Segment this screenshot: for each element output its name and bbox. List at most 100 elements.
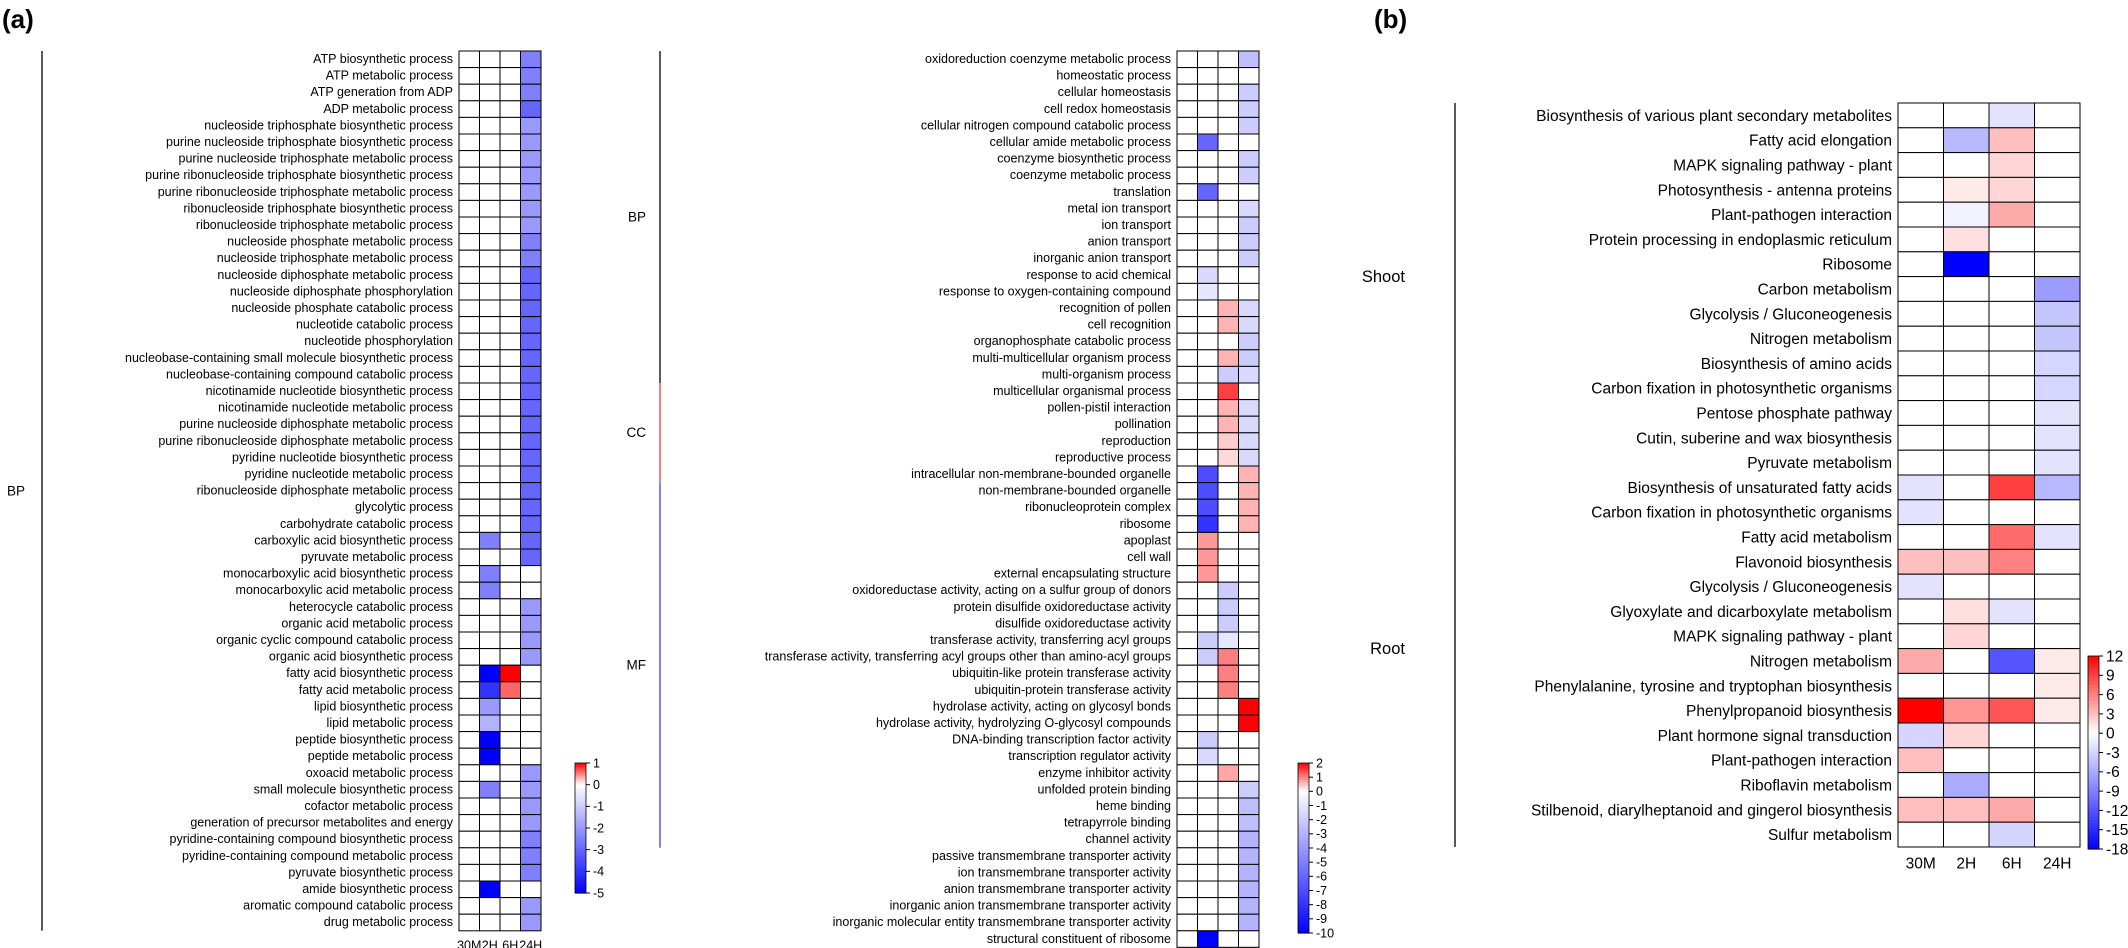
row-label: transcription regulator activity — [1008, 749, 1171, 763]
heatmap-cell — [1197, 913, 1219, 932]
heatmap-cell — [1943, 697, 1990, 724]
heatmap-cell — [479, 648, 501, 666]
colorbar-segment — [2088, 697, 2099, 702]
colorbar-segment — [1298, 899, 1309, 903]
heatmap-cell — [479, 83, 501, 102]
row-label: Biosynthesis of amino acids — [1701, 356, 1893, 373]
colorbar-tick-label: -6 — [1316, 870, 1327, 884]
heatmap-cell — [479, 664, 501, 683]
colorbar-tick-label: -7 — [1316, 884, 1327, 898]
heatmap-cell — [1176, 233, 1198, 251]
colorbar-segment — [2088, 717, 2099, 721]
colorbar-segment — [2088, 771, 2099, 776]
heatmap-cell — [520, 747, 542, 766]
heatmap-cell — [479, 465, 501, 484]
colorbar-segment — [575, 823, 586, 827]
row-label: passive transmembrane transporter activi… — [932, 849, 1172, 863]
heatmap-cell — [1217, 747, 1239, 766]
heatmap-cell — [1943, 648, 1990, 674]
heatmap-cell — [458, 731, 480, 749]
heatmap-cell — [1238, 332, 1260, 351]
heatmap-cell — [1943, 102, 1990, 129]
heatmap-cell — [2034, 722, 2081, 749]
colorbar-tick-label: -2 — [1316, 813, 1327, 827]
heatmap-cell — [1176, 880, 1198, 899]
heatmap-cell — [1238, 731, 1260, 749]
heatmap-cell — [479, 166, 501, 185]
heatmap-cell — [2034, 300, 2081, 327]
colorbar-segment — [575, 793, 586, 797]
heatmap-cell — [1238, 697, 1260, 716]
row-label: drug metabolic process — [324, 915, 453, 929]
heatmap-cell — [2034, 772, 2081, 798]
heatmap-cell — [1176, 548, 1198, 567]
heatmap-cell — [1238, 681, 1260, 699]
heatmap-cell — [1176, 199, 1198, 218]
column-label: 24H — [519, 938, 542, 948]
heatmap-cell — [1897, 152, 1944, 178]
heatmap-cell — [1217, 614, 1239, 633]
heatmap-cell — [499, 199, 521, 218]
heatmap-cell — [520, 913, 542, 932]
heatmap-cell — [1197, 415, 1219, 434]
colorbar-segment — [1298, 904, 1309, 909]
colorbar-segment — [575, 806, 586, 810]
heatmap-cell — [479, 332, 501, 351]
colorbar-segment — [575, 864, 586, 868]
heatmap-cell — [1217, 913, 1239, 932]
row-label: Biosynthesis of unsaturated fatty acids — [1627, 480, 1892, 497]
heatmap-cell — [1217, 814, 1239, 832]
heatmap-cell — [499, 332, 521, 351]
heatmap-cell — [479, 100, 501, 118]
heatmap-cell — [1988, 152, 2035, 178]
row-label: structural constituent of ribosome — [987, 932, 1171, 946]
colorbar-segment — [2088, 749, 2099, 754]
heatmap-cell — [520, 349, 542, 367]
row-label: Phenylpropanoid biosynthesis — [1686, 703, 1892, 720]
heatmap-cell — [1176, 913, 1198, 932]
colorbar-segment — [1298, 763, 1309, 767]
row-label: translation — [1113, 185, 1171, 199]
heatmap-cell — [458, 282, 480, 301]
heatmap-cell — [2034, 474, 2081, 501]
heatmap-cell — [1238, 50, 1260, 69]
row-label: homeostatic process — [1056, 69, 1171, 83]
colorbar-segment — [1298, 799, 1309, 804]
heatmap-cell — [479, 150, 501, 168]
heatmap-cell — [520, 183, 542, 201]
row-label: anion transport — [1088, 235, 1172, 249]
group-label: BP — [628, 209, 646, 224]
heatmap-cell — [479, 349, 501, 367]
row-label: inorganic anion transmembrane transporte… — [890, 899, 1172, 913]
heatmap-cell — [1897, 747, 1944, 774]
heatmap-cell — [499, 664, 521, 683]
heatmap-cell — [1197, 150, 1219, 168]
colorbar-segment — [2088, 675, 2099, 680]
colorbar-tick-label: -8 — [1316, 898, 1327, 912]
row-label: nucleoside phosphate catabolic process — [231, 301, 453, 315]
colorbar-segment — [1298, 839, 1309, 843]
heatmap-cell — [1197, 100, 1219, 118]
colorbar-segment — [575, 791, 586, 794]
heatmap-cell — [499, 150, 521, 168]
heatmap-cell — [1176, 133, 1198, 152]
heatmap-cell — [479, 548, 501, 567]
heatmap-cell — [1238, 116, 1260, 135]
heatmap-cell — [458, 897, 480, 915]
heatmap-cell — [458, 133, 480, 152]
row-label: peptide biosynthetic process — [295, 733, 453, 747]
row-label: nicotinamide nucleotide metabolic proces… — [218, 401, 453, 415]
heatmap-cell — [1943, 598, 1990, 625]
colorbar-segment — [2088, 842, 2099, 847]
colorbar-segment — [575, 802, 586, 805]
heatmap-cell — [479, 697, 501, 716]
row-label: non-membrane-bounded organelle — [979, 484, 1172, 498]
heatmap-cell — [1238, 548, 1260, 567]
row-label: carboxylic acid biosynthetic process — [254, 533, 453, 547]
heatmap-cell — [1217, 598, 1239, 616]
row-label: unfolded protein binding — [1038, 782, 1171, 796]
heatmap-cell — [458, 498, 480, 517]
colorbar-segment — [1298, 916, 1309, 920]
heatmap-cell — [479, 399, 501, 417]
row-label: lipid metabolic process — [327, 716, 453, 730]
